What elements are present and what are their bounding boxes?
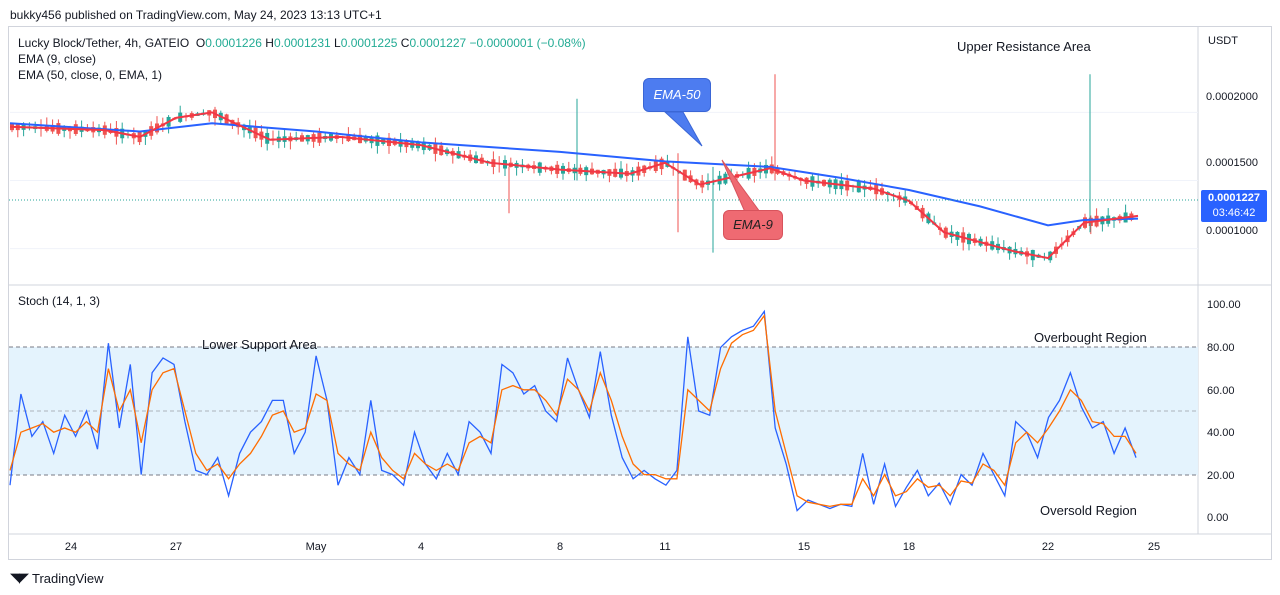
oversold-label: Oversold Region [1040, 503, 1137, 518]
stoch-d-line [9, 313, 1137, 508]
time-label: 27 [170, 541, 182, 553]
published-header: bukky456 published on TradingView.com, M… [10, 8, 382, 22]
stoch-k-line [9, 309, 1137, 512]
overbought-label: Overbought Region [1034, 330, 1147, 345]
price-tick: 0.0002000 [1206, 91, 1258, 103]
time-label: 18 [903, 541, 915, 553]
ema-9-line [9, 111, 1139, 260]
legend-symbol: Lucky Block/Tether, 4h, GATEIO [18, 36, 190, 50]
stoch-tick: 60.00 [1207, 385, 1235, 397]
last-price-value: 0.0001227 [1208, 192, 1260, 204]
time-label: 4 [418, 541, 424, 553]
legend-o-label: O [195, 36, 206, 50]
stoch-tick: 80.00 [1207, 342, 1235, 354]
time-label: 11 [659, 541, 670, 553]
time-label: 15 [798, 541, 810, 553]
legend-change: −0.0000001 (−0.08%) [469, 36, 586, 50]
legend-ema9[interactable]: EMA (9, close) [18, 52, 97, 66]
legend-l-label: L [334, 36, 341, 50]
upper-resistance-label: Upper Resistance Area [957, 39, 1091, 54]
chart-frame [8, 26, 1272, 560]
stoch-tick: 40.00 [1207, 427, 1235, 439]
stoch-tick: 100.00 [1207, 299, 1241, 311]
legend-main: Lucky Block/Tether, 4h, GATEIO O0.000122… [18, 35, 586, 51]
legend-h-value: 0.0001231 [273, 36, 331, 50]
time-label: 8 [557, 541, 563, 553]
legend-l-value: 0.0001225 [340, 36, 398, 50]
legend-o-value: 0.0001226 [205, 36, 262, 50]
stoch-tick: 0.00 [1207, 512, 1228, 524]
time-label: 24 [65, 541, 77, 553]
footer-brand[interactable]: ◥◤ TradingView [10, 570, 104, 586]
ema50-callout: EMA-50 [643, 78, 711, 112]
footer-brand-text: TradingView [32, 570, 104, 586]
tradingview-logo-icon: ◥◤ [10, 570, 29, 585]
stoch-tick: 20.00 [1207, 470, 1235, 482]
ema50-callout-pointer [663, 111, 703, 147]
ema9-callout: EMA-9 [723, 210, 783, 240]
lower-support-label: Lower Support Area [202, 337, 318, 352]
price-tick: 0.0001500 [1206, 157, 1258, 169]
bar-countdown: 03:46:42 [1212, 207, 1256, 219]
time-label: 25 [1148, 541, 1160, 553]
price-tick: 0.0001000 [1206, 225, 1258, 237]
grid [10, 111, 1198, 250]
ema-50-line [9, 122, 1139, 227]
legend-c-label: C [400, 36, 410, 50]
price-axis-currency: USDT [1208, 35, 1238, 47]
time-label: 22 [1042, 541, 1054, 553]
legend-ema50[interactable]: EMA (50, close, 0, EMA, 1) [18, 68, 163, 82]
last-price-tag: 0.0001227 03:46:42 [1201, 190, 1267, 222]
time-label: May [306, 541, 327, 553]
legend-h-label: H [265, 36, 274, 50]
legend-c-value: 0.0001227 [409, 36, 467, 50]
legend-stoch[interactable]: Stoch (14, 1, 3) [18, 294, 101, 308]
